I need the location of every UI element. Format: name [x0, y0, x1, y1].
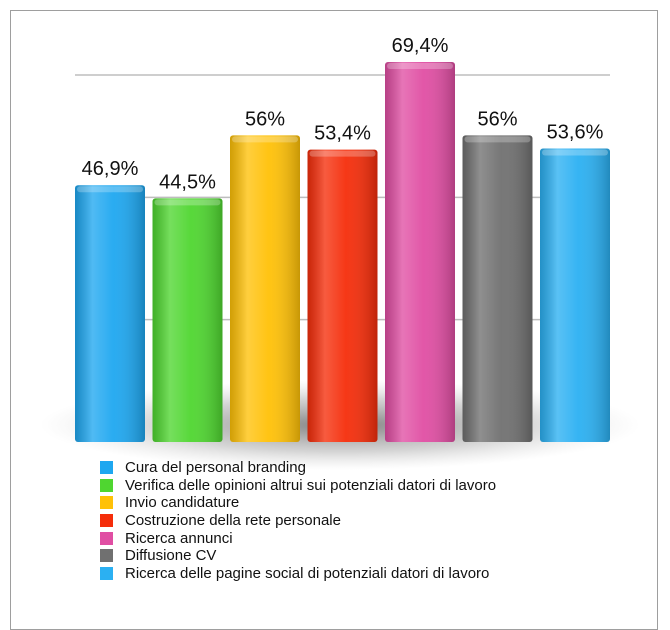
bar [307, 149, 378, 442]
data-label: 44,5% [159, 171, 216, 193]
legend-label: Ricerca annunci [125, 529, 233, 547]
bar-shine [307, 149, 378, 442]
legend-swatch [100, 549, 113, 563]
data-label: 69,4% [392, 35, 449, 57]
data-label: 56% [477, 108, 517, 130]
bar [230, 135, 300, 442]
bar-top-highlight [232, 136, 298, 143]
bar-top-highlight [309, 150, 376, 157]
legend-entry: Costruzione della rete personale [100, 512, 496, 530]
bar-chart: 46,9% 44,5% 56% 53,4% 69,4% 56% 53,6% [40, 35, 640, 470]
legend-label: Cura del personal branding [125, 459, 306, 477]
legend-swatch [100, 496, 113, 510]
bar [385, 62, 455, 442]
legend-entry: Ricerca annunci [100, 529, 496, 547]
bar-shine [385, 62, 455, 442]
bar-shine [462, 135, 533, 442]
legend-swatch [100, 461, 113, 475]
legend-entry: Diffusione CV [100, 547, 496, 565]
bar-top-highlight [464, 136, 531, 143]
bar-top-highlight [387, 63, 453, 69]
bar-shine [152, 198, 223, 442]
bar-shine [540, 148, 610, 442]
bar [462, 135, 533, 442]
bar-shine [230, 135, 300, 442]
legend-swatch [100, 566, 113, 580]
bar-top-highlight [154, 199, 221, 206]
legend-label: Costruzione della rete personale [125, 512, 341, 530]
bars [75, 62, 610, 442]
bar [75, 185, 145, 442]
data-label: 53,6% [547, 122, 604, 144]
legend-swatch [100, 514, 113, 528]
legend-entry: Invio candidature [100, 494, 496, 512]
legend-entry: Cura del personal branding [100, 459, 496, 477]
legend-entry: Ricerca delle pagine social di potenzial… [100, 565, 496, 583]
legend-label: Invio candidature [125, 494, 240, 512]
value-labels: 46,9% 44,5% 56% 53,4% 69,4% 56% 53,6% [82, 35, 604, 193]
bar-top-highlight [542, 149, 608, 156]
bar [152, 198, 223, 442]
legend-label: Diffusione CV [125, 547, 217, 565]
bar-shine [75, 185, 145, 442]
legend: Cura del personal branding Verifica delle… [100, 459, 496, 582]
legend-swatch [100, 531, 113, 545]
data-label: 56% [245, 108, 285, 130]
legend-label: Verifica delle opinioni altrui sui poten… [125, 476, 497, 494]
data-label: 53,4% [314, 123, 371, 145]
legend-swatch [100, 478, 113, 492]
data-label: 46,9% [82, 158, 139, 180]
legend-label: Ricerca delle pagine social di potenzial… [125, 564, 490, 582]
bar [540, 148, 610, 442]
legend-entry: Verifica delle opinioni altrui sui poten… [100, 477, 496, 495]
bar-top-highlight [77, 186, 143, 193]
